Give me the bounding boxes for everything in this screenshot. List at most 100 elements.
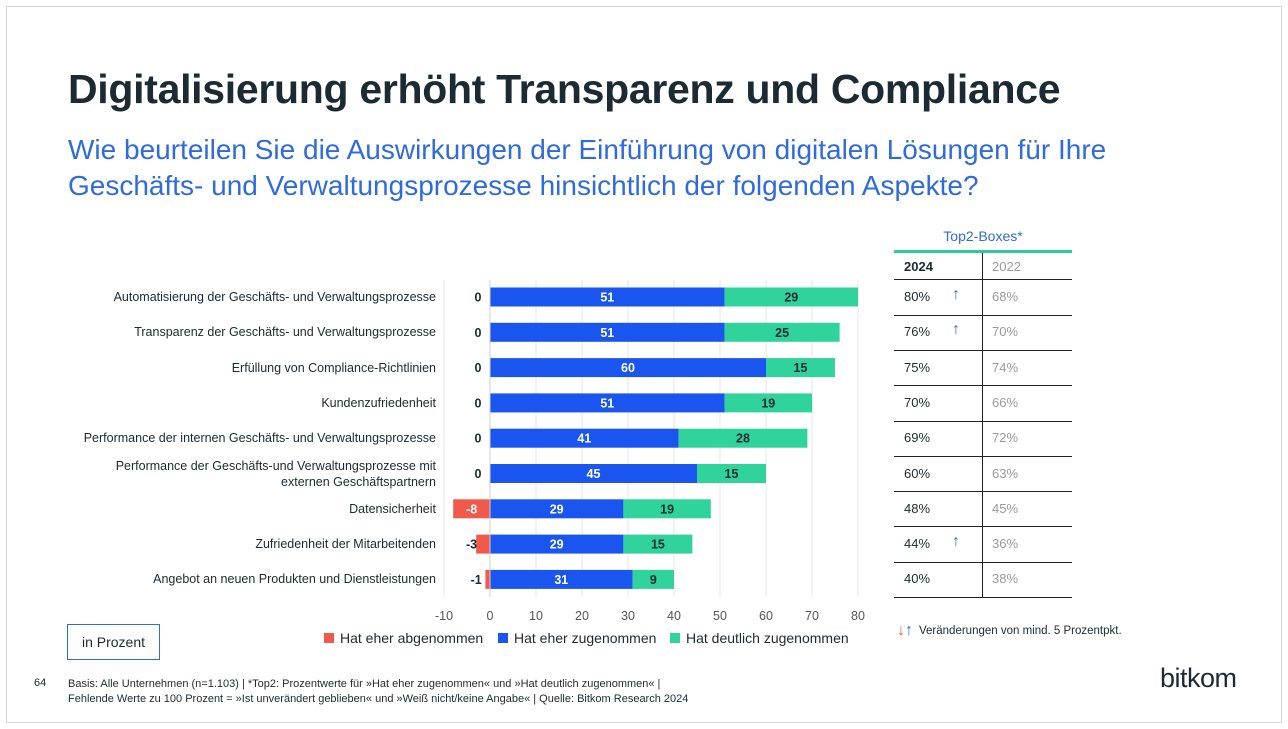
top2-column-divider <box>982 253 983 598</box>
category-label: Kundenzufriedenheit <box>321 395 436 410</box>
top2-value-previous: 45% <box>992 500 1019 516</box>
change-note-text: Veränderungen von mind. 5 Prozentpkt. <box>919 625 1122 637</box>
x-tick-label: -10 <box>435 609 453 623</box>
top2-row-separator <box>894 349 1072 351</box>
arrow-up-icon: ↑ <box>905 622 913 639</box>
data-label-eher-zugenommen: 51 <box>600 291 614 305</box>
bar-eher-zugenommen <box>490 287 725 307</box>
bar-deutlich-zugenommen <box>623 499 711 519</box>
top2-row-separator <box>894 526 1072 528</box>
top2-value-current: 48% <box>904 500 931 516</box>
legend-item-eher-zugenommen: Hat eher zugenommen <box>498 630 656 646</box>
legend-label-eher-zugenommen: Hat eher zugenommen <box>514 630 657 646</box>
bar-deutlich-zugenommen <box>766 358 835 378</box>
bar-eher-zugenommen <box>490 464 697 483</box>
x-tick-label: 80 <box>851 609 865 623</box>
data-label-deutlich-zugenommen: 9 <box>650 573 657 587</box>
bar-abgenommen <box>476 534 490 554</box>
top2-value-previous: 63% <box>992 465 1019 481</box>
arrow-up-icon: ↑ <box>952 321 960 339</box>
legend-item-deutlich-zugenommen: Hat deutlich zugenommen <box>670 630 849 646</box>
x-tick-label: 70 <box>805 609 819 623</box>
data-label-abgenommen: -8 <box>466 502 477 516</box>
top2-row-separator <box>894 597 1072 599</box>
data-label-deutlich-zugenommen: 29 <box>784 291 798 305</box>
data-label-abgenommen: 0 <box>475 361 482 375</box>
bar-deutlich-zugenommen <box>632 569 674 589</box>
arrow-down-icon: ↓ <box>897 622 905 639</box>
x-tick-label: 20 <box>575 609 589 623</box>
legend-swatch-eher-zugenommen <box>498 633 508 643</box>
data-label-deutlich-zugenommen: 25 <box>775 326 789 340</box>
top2-value-current: 80% <box>904 289 931 304</box>
top2-value-previous: 74% <box>992 359 1019 375</box>
page-subtitle: Wie beurteilen Sie die Auswirkungen der … <box>68 134 1107 201</box>
category-label: Automatisierung der Geschäfts- und Verwa… <box>113 290 436 304</box>
legend-label-abgenommen: Hat eher abgenommen <box>340 630 484 646</box>
top2-title: Top2-Boxes* <box>943 228 1023 244</box>
top2-row-separator <box>894 420 1072 422</box>
data-label-deutlich-zugenommen: 28 <box>736 432 750 446</box>
bar-deutlich-zugenommen <box>697 464 766 483</box>
data-label-eher-zugenommen: 41 <box>577 432 591 446</box>
top2-row-separator <box>894 314 1072 316</box>
data-label-deutlich-zugenommen: 19 <box>761 396 775 410</box>
bar-eher-zugenommen <box>490 569 633 589</box>
bar-eher-zugenommen <box>490 393 725 413</box>
data-label-eher-zugenommen: 45 <box>587 467 601 481</box>
top2-header-previous: 2022 <box>992 259 1021 274</box>
bar-abgenommen <box>453 499 490 519</box>
top2-value-current: 69% <box>904 430 931 446</box>
bar-eher-zugenommen <box>490 534 624 554</box>
top2-accent-line <box>894 250 1072 253</box>
data-label-eher-zugenommen: 29 <box>550 502 564 516</box>
legend-swatch-abgenommen <box>324 633 334 643</box>
page-title: Digitalisierung erhöht Transparenz und C… <box>68 66 1061 112</box>
top2-value-current: 40% <box>904 571 931 587</box>
top2-value-current: 70% <box>904 394 931 410</box>
data-label-eher-zugenommen: 60 <box>621 361 635 375</box>
top2-value-current: 75% <box>904 359 931 375</box>
top2-value-previous: 68% <box>992 289 1019 304</box>
x-tick-label: 60 <box>759 609 773 623</box>
data-label-deutlich-zugenommen: 15 <box>651 538 665 552</box>
unit-box: in Prozent <box>67 624 160 660</box>
top2-value-previous: 36% <box>992 536 1019 552</box>
data-label-abgenommen: 0 <box>475 326 482 340</box>
bar-deutlich-zugenommen <box>724 322 840 342</box>
bitkom-logo: bitkom <box>1160 663 1237 693</box>
data-label-eher-zugenommen: 31 <box>554 573 568 587</box>
x-tick-label: 30 <box>621 609 635 623</box>
bar-eher-zugenommen <box>490 499 624 519</box>
top2-row-separator <box>894 279 1072 280</box>
category-label: Transparenz der Geschäfts- und Verwaltun… <box>134 325 436 340</box>
arrow-up-icon: ↑ <box>952 286 960 303</box>
top2-row-separator <box>894 455 1072 457</box>
x-tick-label: 40 <box>667 609 681 623</box>
data-label-eher-zugenommen: 51 <box>600 326 614 340</box>
category-label: Performance der Geschäfts-und Verwaltung… <box>115 458 436 489</box>
arrow-up-icon: ↑ <box>952 533 960 551</box>
top2-value-current: 60% <box>904 465 931 481</box>
bar-eher-zugenommen <box>490 358 766 378</box>
category-label: Zufriedenheit der Mitarbeitenden <box>255 537 436 552</box>
footer-line-2: Fehlende Werte zu 100 Prozent = »Ist unv… <box>68 693 689 705</box>
category-label: Erfüllung von Compliance-Richtlinien <box>231 360 436 375</box>
data-label-abgenommen: 0 <box>475 396 482 410</box>
legend-swatch-deutlich-zugenommen <box>670 633 680 643</box>
top2-row-separator <box>894 561 1072 563</box>
x-tick-label: 50 <box>713 609 727 623</box>
category-label: Datensicherheit <box>349 501 436 516</box>
top2-row-separator <box>894 491 1072 493</box>
bar-eher-zugenommen <box>490 428 679 448</box>
data-label-eher-zugenommen: 51 <box>600 396 614 410</box>
bar-eher-zugenommen <box>490 322 725 342</box>
data-label-abgenommen: 0 <box>475 291 482 305</box>
legend-label-deutlich-zugenommen: Hat deutlich zugenommen <box>686 630 849 646</box>
change-note: ↓ ↑ Veränderungen von mind. 5 Prozentpkt… <box>897 622 1122 640</box>
top2-value-current: 44% <box>904 536 931 552</box>
bar-deutlich-zugenommen <box>623 534 693 554</box>
top2-value-current: 76% <box>904 324 931 340</box>
category-label: Performance der internen Geschäfts- und … <box>83 431 436 446</box>
